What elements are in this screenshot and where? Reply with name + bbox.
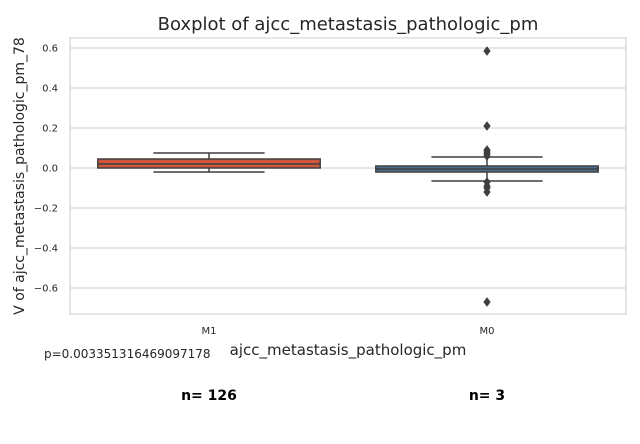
x-tick-label: M1 (202, 326, 217, 337)
y-tick-label: 0.0 (42, 164, 58, 175)
outlier-point (483, 297, 491, 307)
x-tick-labels: M1 M0 (202, 326, 495, 337)
y-tick-label: −0.4 (34, 244, 58, 255)
count-label-m0: n= 3 (468, 388, 506, 404)
outlier-point (483, 187, 491, 197)
chart-title: Boxplot of ajcc_metastasis_pathologic_pm (158, 14, 539, 35)
y-tick-label: 0.6 (42, 44, 58, 55)
box-m0 (375, 46, 599, 307)
y-tick-label: −0.2 (34, 204, 58, 215)
p-value-text: p=0.003351316469097178 (44, 347, 211, 361)
y-tick-label: 0.4 (42, 84, 58, 95)
plot-area (69, 37, 627, 315)
x-tick-label: M0 (480, 326, 495, 337)
outlier-point (483, 46, 491, 56)
y-tick-label: −0.6 (34, 284, 58, 295)
x-axis-label: ajcc_metastasis_pathologic_pm (230, 341, 467, 360)
y-axis-label: V of ajcc_metastasis_pathologic_pm_78 (12, 37, 28, 315)
count-label-m1: n= 126 (181, 388, 237, 404)
y-tick-label: 0.2 (42, 124, 58, 135)
outlier-point (483, 151, 491, 161)
box-m1 (97, 152, 321, 173)
boxes (97, 46, 599, 307)
y-tick-labels: −0.6 −0.4 −0.2 0.0 0.2 0.4 0.6 (34, 44, 58, 295)
outlier-point (483, 121, 491, 131)
